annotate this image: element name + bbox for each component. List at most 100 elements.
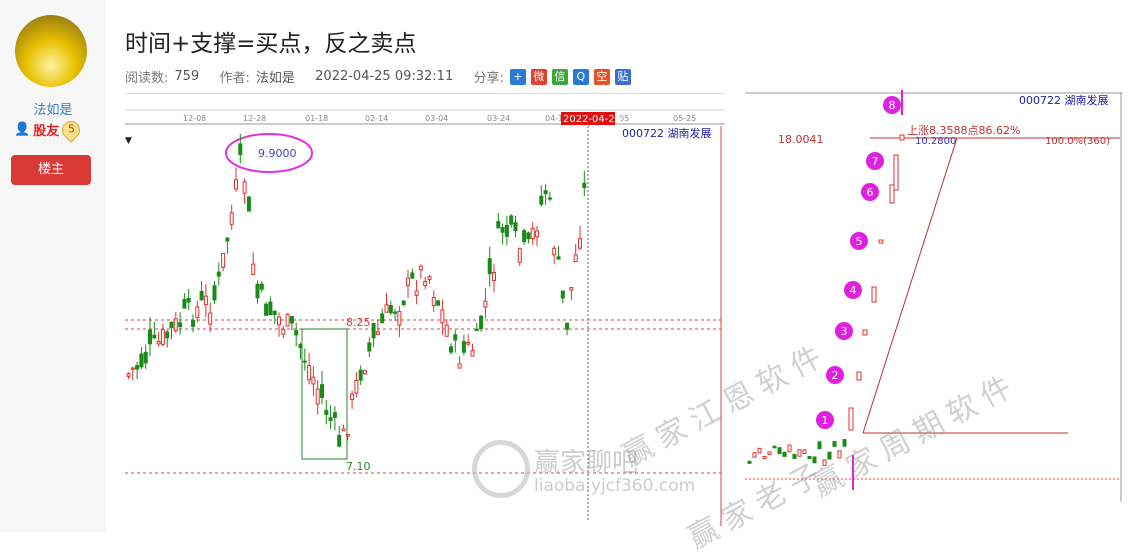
- candle-body: [143, 351, 148, 364]
- candle-body: [842, 439, 847, 447]
- candle-body: [406, 277, 410, 286]
- candle-body: [817, 441, 822, 450]
- candle-body: [363, 370, 367, 375]
- candle-body: [539, 195, 544, 205]
- candle-body: [547, 197, 552, 200]
- candle-body: [384, 304, 389, 313]
- candle-body: [173, 318, 178, 332]
- date-tick: 05: [619, 114, 629, 123]
- qq-icon[interactable]: Q: [572, 68, 589, 85]
- tieba-icon[interactable]: 贴: [614, 68, 631, 85]
- candle-body: [152, 334, 157, 339]
- candle-body: [225, 237, 230, 242]
- date-tick: 04-1: [545, 114, 563, 123]
- thread-owner-button[interactable]: 楼主: [11, 155, 91, 185]
- forum-watermark-text: 赢家聊吧: [534, 448, 639, 478]
- candle-body: [255, 283, 260, 299]
- candle-body: [401, 300, 406, 306]
- candle-body: [410, 272, 415, 279]
- candle-body: [186, 298, 191, 303]
- candle-body: [496, 221, 501, 229]
- candle-body: [302, 360, 307, 363]
- candle-body: [268, 301, 273, 316]
- stock-label: 000722 湖南发展: [622, 126, 712, 140]
- candle-body: [126, 373, 131, 377]
- candle-body: [517, 248, 522, 263]
- ratio-label: 100.0%(360): [1045, 136, 1110, 147]
- candle-body: [802, 449, 807, 454]
- candle-body: [315, 388, 320, 405]
- author-sidebar: 法如是 👤 股友 5 楼主: [0, 0, 106, 532]
- candle-body: [582, 182, 587, 189]
- candle-body: [259, 283, 264, 290]
- candle-body: [787, 444, 792, 453]
- rank-label: 股友: [33, 124, 60, 139]
- avatar[interactable]: [15, 15, 87, 87]
- candle-body: [474, 328, 479, 332]
- qzone-icon[interactable]: 空: [593, 68, 610, 85]
- post-meta: 阅读数: 759 作者: 法如是 2022-04-25 09:32:11 分享: +…: [125, 67, 636, 86]
- weibo-icon[interactable]: 微: [530, 68, 547, 85]
- candle-body: [565, 322, 570, 330]
- decline-box: [301, 328, 348, 460]
- date-tick: 12-28: [243, 114, 266, 123]
- step-marker: [844, 281, 862, 299]
- candle-body: [792, 453, 797, 459]
- candle-body: [457, 363, 462, 369]
- candle-body: [449, 346, 453, 353]
- rank-badge: 👤 股友 5: [14, 116, 84, 143]
- candle-body: [767, 451, 772, 455]
- candle-body: [812, 456, 817, 464]
- candle-body: [837, 450, 842, 459]
- plus-share-icon[interactable]: +: [509, 68, 526, 85]
- candle-body: [311, 376, 316, 385]
- candle-body: [436, 300, 441, 306]
- candle-body: [752, 452, 757, 458]
- step-marker: [826, 366, 844, 384]
- candle-body: [762, 455, 767, 460]
- candle-body: [285, 313, 290, 327]
- step-marker-label: 1: [822, 414, 829, 427]
- candle-body: [367, 342, 372, 352]
- candle-body: [466, 341, 471, 345]
- wechat-icon[interactable]: 信: [551, 68, 568, 85]
- date-tick: 12-08: [183, 114, 206, 123]
- candle-body: [246, 196, 251, 212]
- candle-body: [899, 134, 905, 141]
- candle-body: [573, 254, 578, 262]
- candle-body: [777, 447, 782, 455]
- candle-body: [440, 309, 445, 324]
- candle-body: [832, 441, 837, 447]
- candle-body: [483, 300, 488, 308]
- step-marker: [816, 411, 834, 429]
- reads-count: 759: [174, 69, 200, 84]
- candle-body: [354, 380, 359, 394]
- step-marker-label: 8: [889, 99, 896, 112]
- candle-body: [423, 280, 428, 287]
- candle-body: [178, 322, 183, 327]
- candle-body: [487, 258, 492, 275]
- candle-body: [530, 228, 535, 240]
- candle-body: [332, 412, 337, 418]
- left-price-label: 18.0041: [778, 133, 824, 146]
- candle-body: [281, 328, 286, 335]
- highlight-ellipse: [225, 133, 313, 173]
- candle-body: [182, 298, 187, 309]
- low-label: 7.10: [346, 460, 371, 473]
- candle-body: [148, 329, 152, 345]
- date-tick: 05-25: [673, 114, 696, 123]
- candle-body: [431, 297, 436, 306]
- user-icon: 👤: [14, 122, 31, 137]
- candle-body: [371, 322, 376, 339]
- share-label: 分享:: [473, 71, 504, 86]
- author-name[interactable]: 法如是: [33, 103, 73, 118]
- candle-body: [238, 143, 243, 156]
- step-marker-label: 3: [841, 325, 848, 338]
- candle-body: [199, 290, 204, 301]
- candle-body: [393, 311, 398, 314]
- date-tick: 03-24: [487, 114, 510, 123]
- candle-body: [298, 343, 303, 349]
- candle-body: [169, 321, 174, 329]
- candle-body: [535, 230, 539, 238]
- candle-body: [328, 417, 333, 421]
